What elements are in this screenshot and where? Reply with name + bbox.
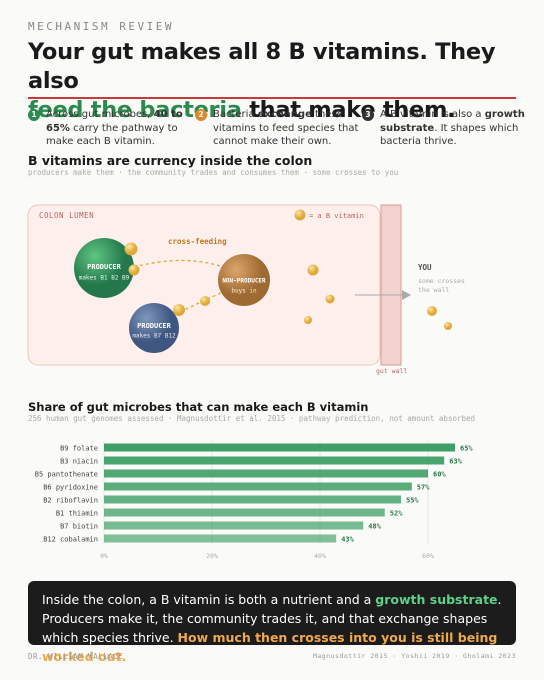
section-subtitle: producers make them · the community trad… <box>28 168 399 177</box>
value-label: 65% <box>460 445 473 453</box>
point-number: 1 <box>28 109 40 121</box>
bar <box>104 482 412 491</box>
bar <box>104 534 337 543</box>
sources: Magnusdottir 2015 · Yoshii 2019 · Gholam… <box>312 652 516 660</box>
x-tick-label: 0% <box>100 552 108 560</box>
producer-sub: makes B7 B12 <box>132 333 176 340</box>
vitamin <box>128 264 140 276</box>
vitamin <box>304 316 312 324</box>
value-label: 55% <box>406 497 419 505</box>
point: 1 Across gut microbes, 40 to 65% carry t… <box>28 108 196 149</box>
legend-dot <box>294 209 306 221</box>
point-strong: exchange <box>257 109 312 120</box>
non-producer <box>218 254 270 306</box>
vitamin <box>307 264 319 276</box>
title-highlight: feed the bacteria <box>28 97 242 123</box>
vitamin <box>173 304 185 316</box>
point-number: 2 <box>195 109 207 121</box>
y-tick-label: B2 riboflavin <box>43 497 98 505</box>
point-text: these vitamins to feed species that cann… <box>213 109 359 147</box>
point-text: Across gut microbes, <box>46 109 154 120</box>
point-number: 3 <box>362 109 374 121</box>
rule <box>28 97 516 99</box>
vitamin <box>325 294 335 304</box>
point: 3 A B vitamin is also a growth substrate… <box>362 108 530 149</box>
x-tick-label: 20% <box>206 552 218 560</box>
value-label: 63% <box>449 458 462 466</box>
y-tick-label: B3 niacin <box>60 458 98 466</box>
producer-sub: makes B1 B2 B9 <box>79 275 130 282</box>
diagram: COLON LUMEN = a B vitamin cross-feeding … <box>27 204 465 375</box>
vitamin <box>427 306 437 316</box>
y-tick-label: B12 cobalamin <box>43 536 98 544</box>
you-sub: the wall <box>418 286 449 294</box>
arrow-head <box>402 290 411 300</box>
point-text: Bacteria <box>213 109 258 120</box>
producer-label: PRODUCER <box>87 263 122 271</box>
point-text: carry the pathway to make each B vitamin… <box>46 122 178 148</box>
producer <box>129 303 179 353</box>
x-tick-label: 60% <box>422 552 434 560</box>
non-producer-label: NON-PRODUCER <box>222 278 266 285</box>
lumen-label: COLON LUMEN <box>39 211 94 220</box>
bar <box>104 495 401 504</box>
title-line: Your gut makes all 8 B vitamins. They al… <box>28 39 496 94</box>
title-rest: that make them. <box>241 97 456 123</box>
point-text: A B vitamin is also a <box>380 109 485 120</box>
you-label: YOU <box>418 263 432 272</box>
x-tick-label: 40% <box>314 552 326 560</box>
callout-text: Inside the colon, a B vitamin is both a … <box>42 592 376 607</box>
you-sub: some crosses <box>418 277 465 285</box>
non-producer-sub: buys in <box>231 288 257 295</box>
legend-label: = a B vitamin <box>309 212 364 220</box>
point-text: . It shapes which bacteria thrive. <box>380 122 519 148</box>
producer <box>74 238 134 298</box>
bar <box>104 456 445 465</box>
chart: 0% 20% 40% 60% B9 folate 65% B3 niacin 63% B5 pa… <box>35 441 473 560</box>
bar <box>104 521 364 530</box>
bar <box>104 508 385 517</box>
y-tick-label: B6 pyridoxine <box>43 484 98 492</box>
bar <box>104 443 455 452</box>
vitamin <box>444 322 452 330</box>
point-strong: 40 to 65% <box>46 109 183 134</box>
chart-subtitle: 256 human gut genomes assessed · Magnusd… <box>28 414 476 423</box>
point-strong: growth substrate <box>380 109 525 134</box>
author: DR. WILLIAM WALLACE <box>28 652 124 661</box>
value-label: 60% <box>433 471 446 479</box>
callout: Inside the colon, a B vitamin is both a … <box>28 581 516 664</box>
y-tick-label: B5 pantothenate <box>35 471 98 479</box>
callout-text: . Producers make it, the community trade… <box>42 592 502 645</box>
kicker: MECHANISM REVIEW <box>28 20 174 33</box>
gut-wall <box>380 204 402 366</box>
vitamin <box>124 242 138 256</box>
y-tick-label: B9 folate <box>60 445 98 453</box>
chart-title: Share of gut microbes that can make each… <box>28 400 369 414</box>
value-label: 57% <box>417 484 430 492</box>
value-label: 48% <box>368 523 381 531</box>
bar <box>104 469 428 478</box>
section-title: B vitamins are currency inside the colon <box>28 153 313 168</box>
y-tick-label: B1 thiamin <box>56 510 98 518</box>
flow-label: cross-feeding <box>168 237 227 246</box>
flow <box>179 282 245 313</box>
point: 2 Bacteria exchange these vitamins to fe… <box>195 108 363 149</box>
callout-orange: How much then crosses into you is still … <box>42 630 498 664</box>
vitamins <box>124 242 452 330</box>
value-label: 43% <box>341 536 354 544</box>
callout-green: growth substrate <box>375 592 498 607</box>
producer-label: PRODUCER <box>137 322 172 330</box>
title: Your gut makes all 8 B vitamins. They al… <box>28 38 544 125</box>
y-tick-label: B7 biotin <box>60 523 98 531</box>
wall-label: gut wall <box>376 367 407 375</box>
vitamin <box>200 296 210 306</box>
value-label: 52% <box>390 510 403 518</box>
